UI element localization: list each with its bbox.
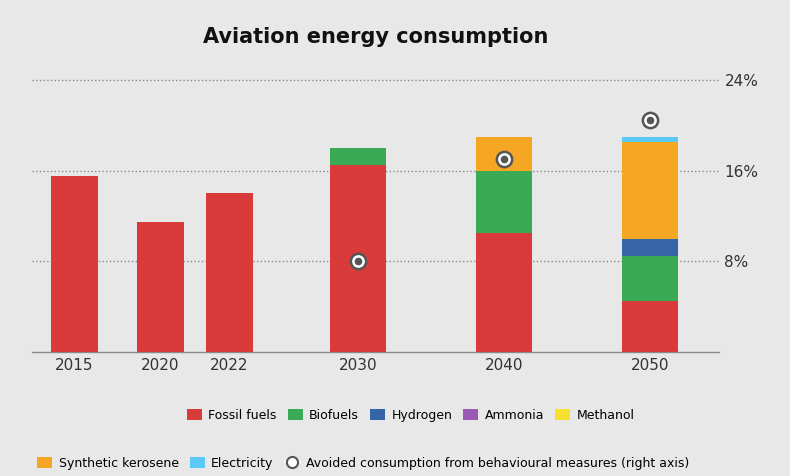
Bar xyxy=(51,176,98,352)
Bar xyxy=(205,193,253,352)
Legend: Fossil fuels, Biofuels, Hydrogen, Ammonia, Methanol: Fossil fuels, Biofuels, Hydrogen, Ammoni… xyxy=(187,409,634,422)
Bar xyxy=(623,301,678,352)
Legend: Synthetic kerosene, Electricity, Avoided consumption from behavioural measures (: Synthetic kerosene, Electricity, Avoided… xyxy=(37,457,690,470)
Bar xyxy=(330,165,386,352)
Bar xyxy=(330,148,386,165)
Bar xyxy=(623,256,678,301)
Bar xyxy=(623,137,678,142)
Title: Aviation energy consumption: Aviation energy consumption xyxy=(202,27,548,47)
Bar xyxy=(137,222,184,352)
Bar xyxy=(476,233,532,352)
Bar xyxy=(476,137,532,170)
Bar xyxy=(476,170,532,233)
Bar xyxy=(623,142,678,239)
Bar xyxy=(623,239,678,256)
